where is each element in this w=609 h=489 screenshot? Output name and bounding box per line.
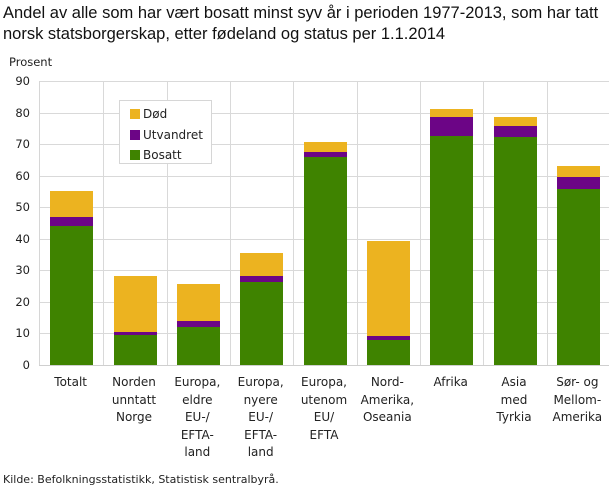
bar-segment-utvandret [113,332,157,336]
x-axis-line [39,365,609,366]
plot-area [39,81,609,365]
gridline-x [293,81,295,365]
gridline-x [230,81,231,365]
y-tick-label: 0 [22,358,30,372]
x-tick-label: Europa, nyere EU-/ EFTA- land [237,375,284,459]
gridline-y-90 [40,81,609,82]
gridline-x [356,81,358,365]
bar-segment-død [430,109,474,118]
bar-segment-død [176,284,220,322]
bar-segment-bosatt [50,226,94,365]
bar-stack [303,142,347,365]
x-tick-label: Totalt [54,375,88,389]
bar-segment-utvandret [430,117,474,137]
x-tick-label: Europa, eldre EU-/ EFTA- land [174,375,221,459]
bar-segment-utvandret [50,217,94,227]
y-tick-label: 90 [15,74,30,88]
bar-segment-bosatt [366,339,410,365]
x-tick-label: Asia med Tyrkia [496,375,532,424]
y-axis-unit-label: Prosent [9,55,53,69]
bar-segment-bosatt [176,327,220,365]
bar-segment-utvandret [493,126,537,138]
legend-label-utvandret: Utvandret [143,127,203,142]
source-note: Kilde: Befolkningsstatistikk, Statistisk… [3,473,279,486]
y-tick-label: 10 [15,326,30,341]
y-tick-label: 70 [15,137,30,152]
bar-segment-død [113,276,157,333]
legend-item-utvandret: Utvandret [130,125,211,146]
bar-stack [366,241,410,365]
bar-segment-død [366,241,410,336]
bar-segment-bosatt [303,157,347,365]
x-tick-label: Afrika [433,375,468,389]
legend-item-bosatt: Bosatt [130,145,211,166]
bar-segment-bosatt [556,189,600,365]
bar-segment-bosatt [430,136,474,365]
gridline-x [483,81,485,365]
bar-segment-bosatt [493,137,537,365]
x-tick-label: Norden unntatt Norge [111,375,157,424]
legend-swatch-dod [130,109,140,120]
bar-segment-død [240,253,284,276]
legend-label-dod: Død [143,107,168,122]
bar-segment-utvandret [176,321,220,328]
bar-segment-bosatt [240,282,284,365]
bar-segment-død [493,117,537,127]
bar-segment-utvandret [303,152,347,158]
x-tick-label: Europa, utenom EU/ EFTA [300,375,348,442]
legend: Død Utvandret Bosatt [119,100,212,164]
y-tick-label: 40 [15,231,30,246]
chart-title: Andel av alle som har vært bosatt minst … [3,4,599,43]
gridline-y-80 [40,112,609,114]
legend-swatch-bosatt [130,150,140,161]
bar-segment-død [556,166,600,178]
bar-stack [50,191,94,365]
bar-stack [556,166,600,365]
bar-segment-bosatt [113,335,157,365]
bar-stack [493,117,537,365]
bar-segment-død [50,191,94,218]
bar-segment-utvandret [556,177,600,190]
y-tick-label: 60 [15,168,30,183]
legend-swatch-utvandret [130,129,140,140]
gridline-x [166,81,168,365]
gridline-x [103,81,105,365]
x-tick-label: Sør- og Mellom- Amerika [552,375,603,424]
bar-stack [113,276,157,365]
y-tick-label: 30 [15,263,30,278]
bar-segment-utvandret [240,275,284,283]
x-tick-label: Nord- Amerika, Oseania [360,375,415,424]
gridline-x [420,81,421,365]
y-tick-label: 50 [15,200,30,215]
legend-item-dod: Død [130,104,211,125]
bar-segment-utvandret [366,335,410,340]
bar-stack [430,109,474,365]
bar-segment-død [303,142,347,153]
y-tick-label: 80 [15,105,30,120]
bar-stack [240,253,284,365]
bar-stack [176,284,220,365]
gridline-x [546,81,548,365]
legend-label-bosatt: Bosatt [143,148,182,163]
y-tick-label: 20 [15,294,30,309]
